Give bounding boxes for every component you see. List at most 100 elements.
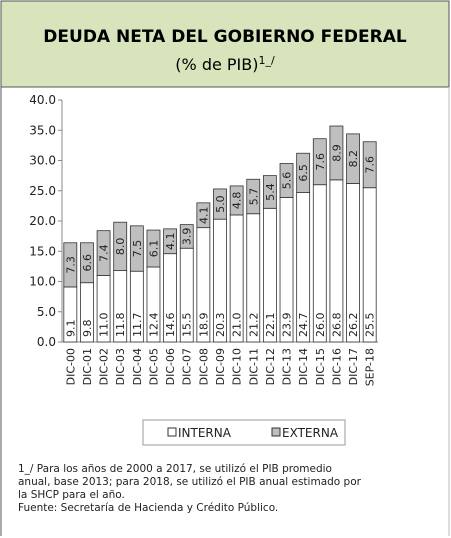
x-tick-label: DIC-05 xyxy=(147,348,160,385)
legend-swatch xyxy=(271,427,281,437)
x-tick-label: DIC-09 xyxy=(214,348,227,385)
x-tick-label: DIC-17 xyxy=(347,348,360,385)
x-tick-label: DIC-02 xyxy=(98,348,111,385)
data-label: 8.9 xyxy=(330,144,343,162)
data-label: 26.0 xyxy=(314,313,327,338)
x-tick-label: DIC-10 xyxy=(231,348,244,385)
data-label: 4.8 xyxy=(231,192,244,210)
bar-segment xyxy=(179,224,194,249)
bar-segment xyxy=(80,242,94,284)
data-label: 7.3 xyxy=(64,256,77,274)
data-label: 18.9 xyxy=(197,313,210,338)
data-label: 8.2 xyxy=(347,150,360,168)
data-label: 4.1 xyxy=(164,233,177,251)
data-label: 11.0 xyxy=(98,313,111,338)
data-label: 7.6 xyxy=(364,156,377,174)
data-label: 25.5 xyxy=(364,313,377,338)
bar-segment xyxy=(312,138,327,186)
y-tick-label: 35.0 xyxy=(29,123,56,137)
x-tick-label: DIC-07 xyxy=(181,348,194,385)
data-label: 4.1 xyxy=(197,207,210,225)
legend-box xyxy=(142,419,346,446)
bar-segment xyxy=(113,221,128,272)
bar-segment xyxy=(362,141,377,189)
y-tick-label: 40.0 xyxy=(29,93,56,107)
x-tick-label: DIC-16 xyxy=(330,348,343,385)
y-tick-label: 20.0 xyxy=(29,214,56,228)
x-tick-label: DIC-11 xyxy=(247,348,260,385)
data-label: 5.0 xyxy=(214,195,227,213)
bar-segment xyxy=(246,178,261,215)
header-box xyxy=(0,0,450,88)
data-label: 5.4 xyxy=(264,183,277,201)
legend-label: INTERNA xyxy=(178,426,232,440)
subtitle-note: 1_/ xyxy=(258,54,274,67)
subtitle: (% de PIB)1_/ xyxy=(175,54,275,74)
data-label: 6.5 xyxy=(297,164,310,182)
data-label: 5.7 xyxy=(247,188,260,206)
subtitle-text: (% de PIB) xyxy=(175,55,258,74)
data-label: 9.8 xyxy=(81,320,94,338)
data-label: 22.1 xyxy=(264,313,277,338)
y-tick-label: 10.0 xyxy=(29,275,56,289)
bar-segment xyxy=(96,230,111,276)
bar-segment xyxy=(279,163,294,198)
data-label: 11.7 xyxy=(131,313,144,338)
x-tick-label: DIC-04 xyxy=(131,348,144,385)
data-label: 7.5 xyxy=(131,240,144,258)
data-label: 9.1 xyxy=(64,320,77,338)
bar-segment xyxy=(146,229,161,268)
y-tick-label: 15.0 xyxy=(29,244,56,258)
data-label: 6.1 xyxy=(147,240,160,258)
data-label: 6.6 xyxy=(81,254,94,272)
x-tick-label: DIC-03 xyxy=(114,348,127,385)
x-tick-label: DIC-12 xyxy=(264,348,277,385)
x-tick-label: DIC-13 xyxy=(281,348,294,385)
data-label: 15.5 xyxy=(181,313,194,338)
bar-segment xyxy=(346,133,360,184)
bar-segment xyxy=(262,175,277,209)
footnote: anual, base 2013; para 2018, se utilizó … xyxy=(18,476,362,488)
data-label: 5.6 xyxy=(281,172,294,190)
data-label: 21.2 xyxy=(247,313,260,338)
bar-segment xyxy=(329,125,344,181)
x-tick-label: DIC-15 xyxy=(314,348,327,385)
legend-swatch xyxy=(167,427,177,437)
y-tick-label: 25.0 xyxy=(29,184,56,198)
x-tick-label: DIC-08 xyxy=(197,348,210,385)
chart-title: DEUDA NETA DEL GOBIERNO FEDERAL xyxy=(43,27,407,47)
footnote: la SHCP para el año. xyxy=(18,489,125,501)
data-label: 7.6 xyxy=(314,153,327,171)
y-tick-label: 0.0 xyxy=(37,335,56,349)
data-label: 26.2 xyxy=(347,313,360,338)
y-tick-label: 30.0 xyxy=(29,154,56,168)
bar-segment xyxy=(229,185,244,216)
x-tick-label: DIC-06 xyxy=(164,348,177,385)
data-label: 12.4 xyxy=(147,313,160,338)
data-label: 14.6 xyxy=(164,313,177,338)
bar-segment xyxy=(196,202,211,229)
data-label: 8.0 xyxy=(114,238,127,256)
bar-segment xyxy=(296,152,311,193)
data-label: 23.9 xyxy=(281,313,294,338)
data-label: 3.9 xyxy=(181,228,194,246)
x-tick-label: SEP-18 xyxy=(364,348,377,386)
data-label: 11.8 xyxy=(114,313,127,338)
bar-segment xyxy=(163,228,178,255)
data-label: 7.4 xyxy=(98,244,111,262)
legend-label: EXTERNA xyxy=(282,426,339,440)
footnote: 1_/ Para los años de 2000 a 2017, se uti… xyxy=(18,463,332,475)
x-tick-label: DIC-01 xyxy=(81,348,94,385)
y-tick-label: 5.0 xyxy=(37,305,56,319)
bar-segment xyxy=(213,188,227,220)
bar-segment xyxy=(63,242,78,288)
data-label: 20.3 xyxy=(214,313,227,338)
bar-segment xyxy=(129,225,144,272)
x-tick-label: DIC-14 xyxy=(297,348,310,385)
data-label: 21.0 xyxy=(231,313,244,338)
data-label: 24.7 xyxy=(297,313,310,338)
x-tick-label: DIC-00 xyxy=(64,348,77,385)
footnote: Fuente: Secretaría de Hacienda y Crédito… xyxy=(18,502,278,514)
data-label: 26.8 xyxy=(330,313,343,338)
